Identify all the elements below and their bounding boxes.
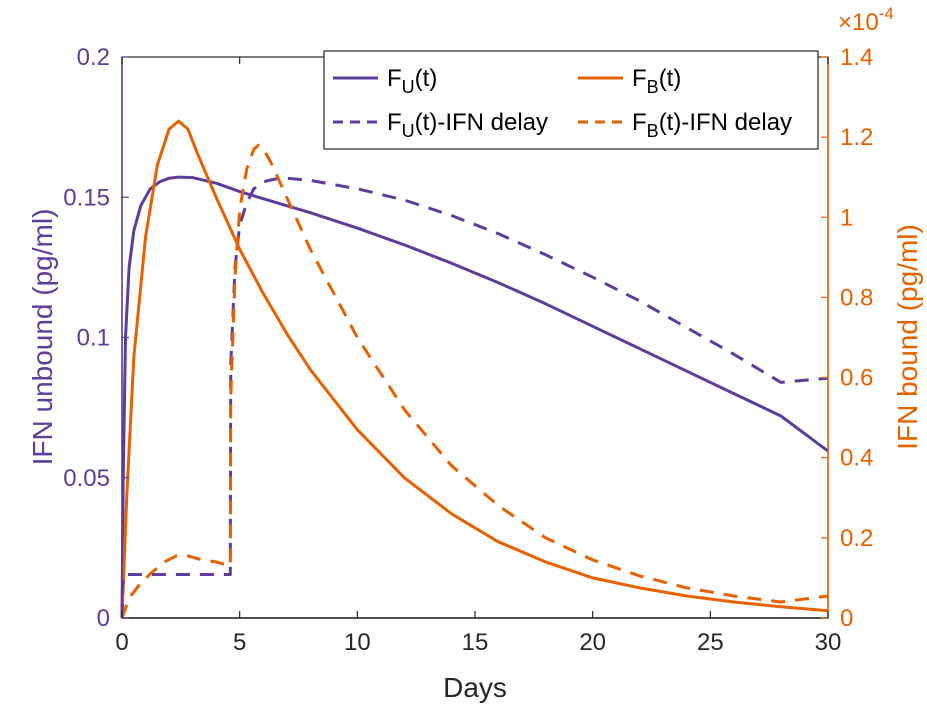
- y-right-tick-label: 1: [840, 204, 853, 231]
- x-tick-label: 10: [344, 629, 371, 656]
- series-line-f-u-t-ifn-delay: [120, 176, 829, 619]
- y-axis-right-title: IFN bound (pg/ml): [892, 224, 923, 450]
- x-tick-label: 5: [233, 629, 246, 656]
- x-tick-label: 25: [697, 629, 724, 656]
- y-axis-left-title: IFN unbound (pg/ml): [27, 209, 58, 466]
- legend-label-f-b-t: FB(t): [632, 65, 681, 97]
- y-right-tick-label: 0.2: [840, 525, 873, 552]
- legend-label-f-u-t: FU(t): [387, 65, 437, 97]
- legend-box: [323, 50, 819, 150]
- y-left-tick-label: 0: [97, 605, 110, 632]
- x-axis-title: Days: [443, 672, 507, 703]
- y-right-tick-label: 0.8: [840, 284, 873, 311]
- axes-layer: 0 5 10 15 20 25 3000.050.10.150.200.20.40.60.8…: [63, 44, 873, 656]
- y-right-tick-label: 1.2: [840, 124, 873, 151]
- series-line-f-u-t: [120, 175, 829, 619]
- x-tick-label: 30: [815, 629, 842, 656]
- x-tick-label: 15: [462, 629, 489, 656]
- legend-items: FU(t) FB(t) FU(t)-IFN delay FB(t)-IFN delay: [333, 65, 792, 141]
- x-tick-label: 0: [115, 629, 128, 656]
- y-left-tick-label: 0.2: [77, 44, 110, 71]
- right-axis-exponent-power: -4: [879, 4, 894, 23]
- series-layer: [120, 119, 829, 619]
- y-left-tick-label: 0.05: [63, 465, 110, 492]
- y-left-tick-label: 0.1: [77, 325, 110, 352]
- right-axis-exponent-base: ×10: [838, 9, 879, 36]
- y-right-tick-label: 0.6: [840, 365, 873, 392]
- legend: FU(t) FB(t) FU(t)-IFN delay FB(t)-IFN delay: [323, 50, 819, 150]
- legend-label-f-u-t-ifn-delay: FU(t)-IFN delay: [387, 109, 548, 141]
- right-axis-exponent: ×10-4: [838, 4, 894, 36]
- legend-label-f-b-t-ifn-delay: FB(t)-IFN delay: [632, 109, 792, 141]
- series-line-f-b-t: [120, 119, 829, 619]
- y-right-tick-label: 0.4: [840, 445, 873, 472]
- series-line-f-b-t-ifn-delay: [120, 143, 829, 619]
- x-tick-label: 20: [579, 629, 606, 656]
- y-right-tick-label: 0: [840, 605, 853, 632]
- y-left-tick-label: 0.15: [63, 184, 110, 211]
- y-right-tick-label: 1.4: [840, 44, 873, 71]
